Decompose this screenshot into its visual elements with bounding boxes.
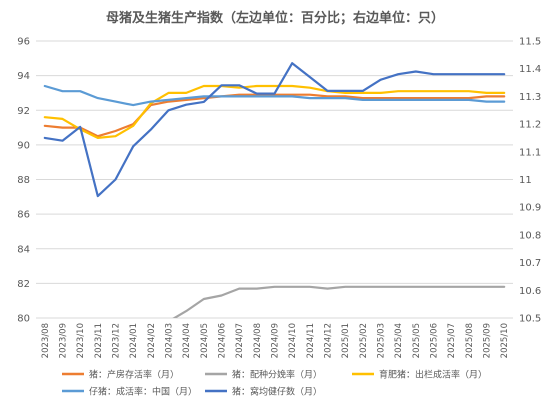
- right-axis: 10.5 10.6 10.7 10.8 10.9 11 11.1 11.2 11.3 11.4 11…: [519, 37, 541, 325]
- legend-label: 猪：配种分娩率（月）: [232, 369, 322, 381]
- x-tick-label: 2024/06: [218, 323, 228, 358]
- left-tick-label: 90: [17, 140, 30, 151]
- x-tick-label: 2025/09: [483, 323, 493, 358]
- left-tick-label: 80: [17, 314, 30, 325]
- x-tick-label: 2024/09: [271, 323, 281, 358]
- left-tick-label: 82: [17, 279, 30, 290]
- right-tick-label: 10.8: [519, 230, 541, 241]
- series-line-2: [172, 285, 506, 318]
- x-tick-label: 2024/04: [182, 323, 192, 358]
- series-line-5: [43, 62, 506, 198]
- x-tick-label: 2024/01: [129, 323, 139, 358]
- right-tick-label: 11.2: [519, 120, 541, 131]
- x-tick-label: 2025/07: [447, 323, 457, 358]
- right-tick-label: 10.7: [519, 258, 541, 269]
- left-tick-label: 94: [17, 71, 30, 82]
- x-tick-label: 2023/09: [59, 323, 69, 358]
- series-line-4: [43, 84, 506, 107]
- x-tick-label: 2025/05: [412, 323, 422, 358]
- x-tick-label: 2023/08: [41, 323, 51, 358]
- x-tick-label: 2024/10: [288, 323, 298, 358]
- series-layer: [43, 62, 506, 318]
- x-tick-label: 2025/10: [500, 323, 510, 358]
- left-tick-label: 86: [17, 210, 30, 221]
- grid-layer: [36, 40, 513, 319]
- right-tick-label: 11.5: [519, 37, 541, 48]
- left-axis: 80 82 84 86 88 90 92 94 96: [17, 37, 30, 325]
- legend-label: 育肥猪：出栏成活率（月）: [379, 369, 487, 381]
- series-line-3: [43, 84, 506, 139]
- x-tick-label: 2024/12: [324, 323, 334, 358]
- x-tick-label: 2025/01: [341, 323, 351, 358]
- right-tick-label: 11: [519, 175, 532, 186]
- right-tick-label: 10.6: [519, 286, 541, 297]
- x-tick-label: 2025/08: [465, 323, 475, 358]
- x-tick-label: 2023/11: [94, 323, 104, 358]
- x-tick-label: 2024/02: [147, 323, 157, 358]
- legend-label: 猪：窝均健仔数（月）: [232, 386, 322, 398]
- x-tick-label: 2025/06: [430, 323, 440, 358]
- x-tick-label: 2024/03: [165, 323, 175, 358]
- x-tick-label: 2025/02: [359, 323, 369, 358]
- right-tick-label: 11.1: [519, 147, 541, 158]
- x-tick-label: 2024/08: [253, 323, 263, 358]
- x-tick-label: 2024/11: [306, 323, 316, 358]
- x-tick-label: 2023/10: [76, 323, 86, 358]
- x-axis: 2023/08 2023/09 2023/10 2023/11 2023/12 2024/…: [41, 323, 510, 358]
- legend: 猪：产房存活率（月） 猪：配种分娩率（月） 育肥猪：出栏成活率（月） 仔猪：成活率：中…: [62, 369, 487, 398]
- left-tick-label: 92: [17, 106, 30, 117]
- right-tick-label: 11.3: [519, 92, 541, 103]
- right-tick-label: 10.9: [519, 203, 541, 214]
- x-tick-label: 2023/12: [112, 323, 122, 358]
- legend-label: 猪：产房存活率（月）: [89, 369, 179, 381]
- x-tick-label: 2024/05: [200, 323, 210, 358]
- right-tick-label: 11.4: [519, 64, 541, 75]
- chart-title: 母猪及生猪生产指数（左边单位：百分比；右边单位：只）: [106, 10, 444, 26]
- legend-label: 仔猪：成活率：中国（月）: [89, 386, 197, 398]
- left-tick-label: 96: [17, 37, 30, 48]
- left-tick-label: 88: [17, 175, 30, 186]
- x-tick-label: 2025/03: [377, 323, 387, 358]
- left-tick-label: 84: [17, 244, 30, 255]
- x-tick-label: 2025/04: [394, 323, 404, 358]
- x-tick-label: 2024/07: [235, 323, 245, 358]
- right-tick-label: 10.5: [519, 314, 541, 325]
